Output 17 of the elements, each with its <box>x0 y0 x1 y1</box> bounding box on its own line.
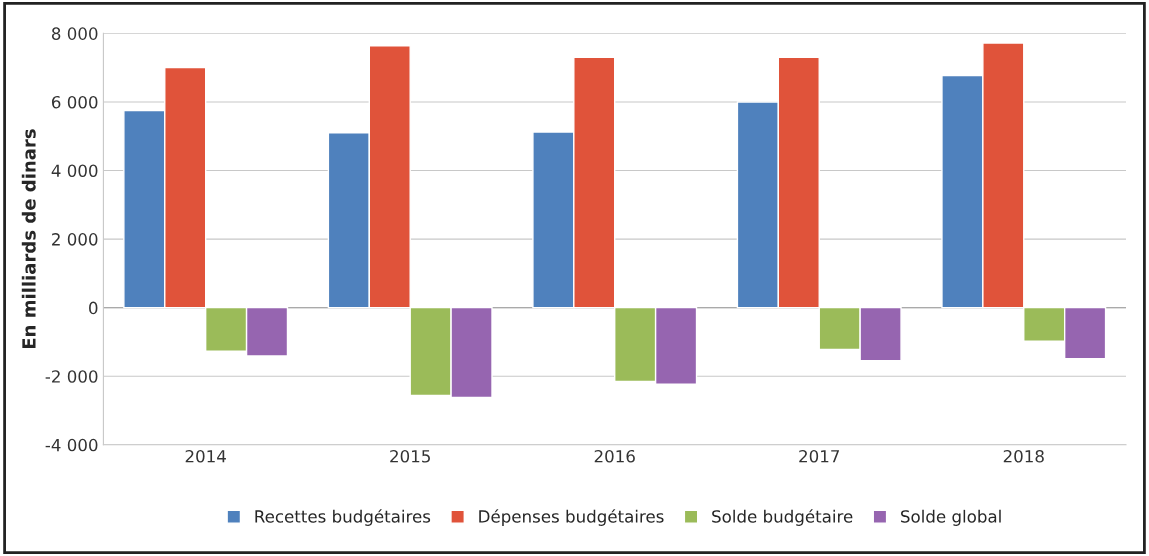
legend-label: Solde budgétaire <box>712 509 853 526</box>
y-tick-label: -4 000 <box>45 438 98 452</box>
x-tick-label: 2016 <box>594 449 635 463</box>
x-tick-label: 2018 <box>1003 449 1044 463</box>
y-tick-label: 8 000 <box>51 27 98 40</box>
y-tick-label: 0 <box>89 301 98 315</box>
legend-label: Solde global <box>901 509 1001 526</box>
legend-label: Recettes budgétaires <box>255 509 431 526</box>
x-tick-label: 2015 <box>390 449 430 463</box>
y-tick-label: 4 000 <box>51 164 98 178</box>
y-tick-label: 6 000 <box>52 95 98 109</box>
legend-label: Dépenses budgétaires <box>479 509 664 526</box>
x-tick-label: 2017 <box>799 449 840 463</box>
y-tick-label: -2 000 <box>45 370 98 383</box>
y-axis-title: En milliards de dinars <box>21 129 36 349</box>
y-tick-label: 2 000 <box>52 233 98 246</box>
x-tick-label: 2014 <box>185 449 226 463</box>
